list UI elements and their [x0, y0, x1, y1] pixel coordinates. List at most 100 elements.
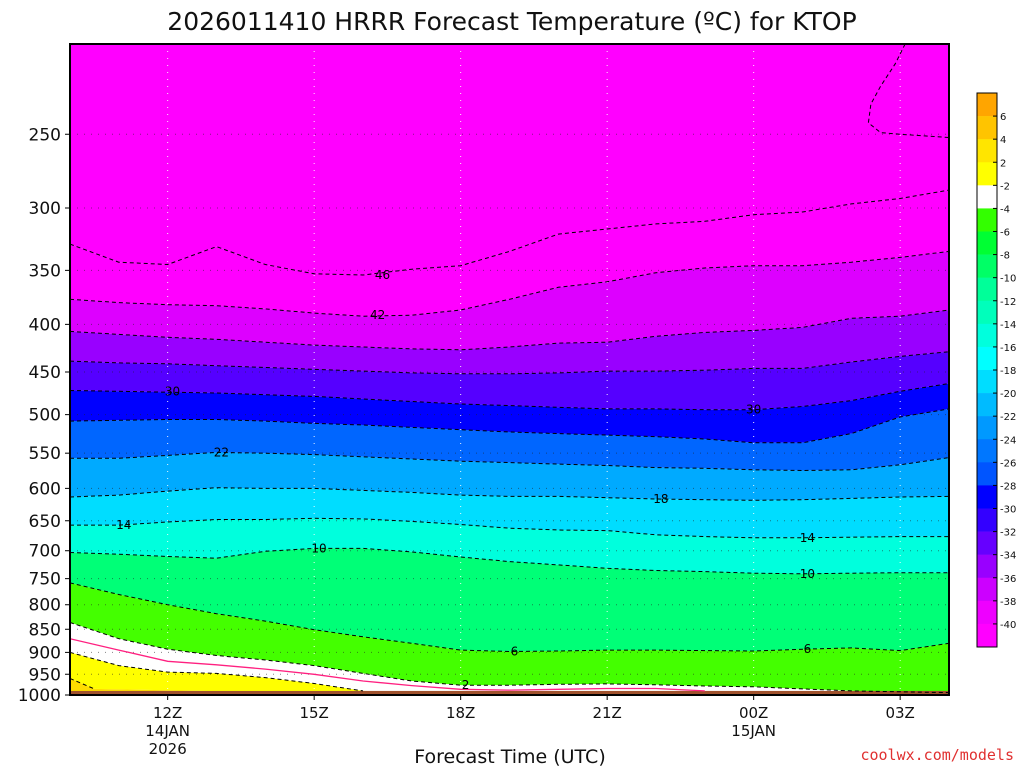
colorbar-swatch — [977, 439, 997, 463]
temperature-band — [70, 44, 949, 275]
y-tick-label: 800 — [29, 596, 61, 616]
colorbar-swatch — [977, 254, 997, 278]
y-tick-label: 350 — [29, 261, 61, 281]
contour-label: 46 — [375, 268, 390, 282]
colorbar: 6 4 2 -2 -4 -6 -8 -10 -12 -14 -16 -18 -20 -22 -24 -26 -2… — [976, 92, 1016, 648]
y-tick-label: 750 — [29, 570, 61, 590]
contour-label: 30 — [165, 384, 180, 398]
contour-line — [70, 651, 364, 692]
credit-link[interactable]: coolwx.com/models — [860, 746, 1014, 764]
colorbar-label: -2 — [1000, 181, 1010, 192]
y-tick-label: 250 — [29, 125, 61, 145]
x-tick-label: 15Z — [299, 704, 328, 722]
freezing-line — [70, 638, 705, 692]
colorbar-label: -40 — [1000, 620, 1016, 631]
colorbar-swatch — [977, 416, 997, 440]
x-tick-label: 21Z — [592, 704, 621, 722]
contour-label: 30 — [746, 403, 761, 417]
contour-label: 42 — [370, 308, 385, 322]
contour-label: 6 — [804, 642, 812, 656]
x-tick-label: 00Z — [739, 704, 768, 722]
contour-label: 18 — [653, 492, 668, 506]
temperature-band — [70, 652, 513, 695]
colorbar-label: -26 — [1000, 458, 1016, 469]
colorbar-swatch — [977, 116, 997, 140]
colorbar-swatch — [977, 577, 997, 602]
plot-frame — [69, 43, 950, 696]
colorbar-label: -38 — [1000, 597, 1016, 608]
colorbar-swatch — [977, 508, 997, 532]
colorbar-swatch — [977, 162, 997, 186]
colorbar-label: -6 — [1000, 228, 1010, 239]
colorbar-swatch — [977, 323, 997, 348]
colorbar-label: -30 — [1000, 505, 1016, 516]
x-axis-label: Forecast Time (UTC) — [414, 746, 605, 768]
colorbar-swatch — [977, 346, 997, 371]
colorbar-swatch — [977, 600, 997, 625]
contour-label: 10 — [311, 541, 326, 555]
temperature-band — [70, 582, 949, 693]
contour-label: 14 — [116, 518, 131, 532]
plot-area: 46 42 30 30 22 18 14 14 10 10 6 6 2 — [70, 44, 949, 695]
y-tick-label: 650 — [29, 512, 61, 532]
temperature-band — [70, 548, 949, 652]
colorbar-swatch — [977, 393, 997, 417]
colorbar-swatch — [977, 370, 997, 394]
y-axis: 250 300 350 400 450 500 550 600 650 700 750 800 850 9… — [18, 125, 70, 706]
colorbar-label: -16 — [1000, 343, 1016, 354]
x-tick-label: 18Z — [446, 704, 475, 722]
temperature-band — [70, 251, 949, 350]
x-tick-date: 15JAN — [731, 722, 776, 740]
colorbar-swatch — [977, 531, 997, 555]
colorbar-label: -34 — [1000, 551, 1016, 562]
colorbar-swatch — [977, 93, 997, 117]
colorbar-swatch — [977, 208, 997, 232]
colorbar-label: 4 — [1000, 135, 1006, 146]
colorbar-label: 2 — [1000, 158, 1006, 169]
y-tick-label: 950 — [29, 665, 61, 685]
colorbar-label: -36 — [1000, 574, 1016, 585]
colorbar-swatch — [977, 185, 997, 209]
contour-line — [70, 189, 949, 276]
y-tick-label: 500 — [29, 406, 61, 426]
contour-line — [70, 582, 949, 653]
colorbar-label: -14 — [1000, 320, 1016, 331]
x-tick-year: 2026 — [149, 740, 187, 758]
y-tick-label: 850 — [29, 620, 61, 640]
contour-label: 22 — [214, 445, 229, 459]
temperature-band — [70, 190, 949, 317]
contour-label: 10 — [800, 567, 815, 581]
contour-line — [70, 678, 95, 690]
colorbar-swatch — [977, 623, 997, 648]
temperature-band — [70, 408, 949, 471]
colorbar-label: -28 — [1000, 481, 1016, 492]
y-tick-label: 550 — [29, 444, 61, 464]
colorbar-swatch — [977, 462, 997, 486]
colorbar-swatch — [977, 277, 997, 302]
colorbar-label: -4 — [1000, 204, 1010, 215]
colorbar-swatch — [977, 554, 997, 579]
colorbar-swatch — [977, 231, 997, 255]
colorbar-label: -18 — [1000, 366, 1016, 377]
colorbar-label: -32 — [1000, 528, 1016, 539]
contour-label: 6 — [511, 644, 519, 658]
colorbar-swatch — [977, 485, 997, 509]
temperature-band — [70, 383, 949, 443]
temperature-band — [70, 310, 949, 374]
colorbar-swatch — [977, 139, 997, 163]
contour-line — [867, 44, 949, 138]
y-tick-label: 700 — [29, 542, 61, 562]
contour-line — [70, 622, 949, 694]
y-tick-label: 900 — [29, 643, 61, 663]
colorbar-label: -20 — [1000, 389, 1016, 400]
colorbar-swatch — [977, 300, 997, 325]
chart-title: 2026011410 HRRR Forecast Temperature (ºC… — [167, 7, 856, 36]
colorbar-label: 6 — [1000, 112, 1006, 123]
y-tick-label: 450 — [29, 363, 61, 383]
colorbar-label: -8 — [1000, 251, 1010, 262]
contour-line — [70, 250, 949, 317]
y-tick-label: 600 — [29, 479, 61, 499]
temperature-band — [70, 622, 949, 695]
x-tick-date: 14JAN — [145, 722, 190, 740]
